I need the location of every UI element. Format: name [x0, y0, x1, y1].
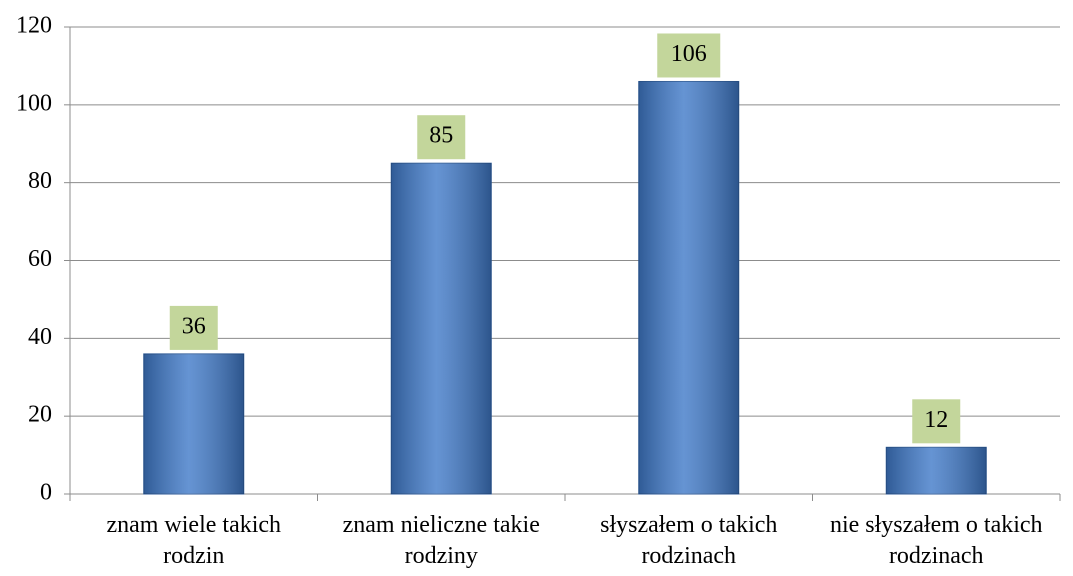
y-tick-label: 100 — [16, 90, 52, 116]
y-tick-label: 60 — [28, 246, 52, 272]
x-label-box: słyszałem o takich rodzinach — [600, 512, 778, 569]
value-label: 106 — [671, 41, 707, 67]
x-tick-label: znam nieliczne takie rodziny — [342, 512, 540, 569]
bar-shade — [638, 81, 739, 494]
value-label-box — [912, 399, 961, 444]
x-label-box: nie słyszałem o takich rodzinach — [829, 512, 1043, 569]
value-label-box — [169, 305, 218, 350]
x-label-box: znam wiele takich rodzin — [106, 512, 282, 569]
y-tick-label: 20 — [28, 402, 52, 428]
x-tick-label: słyszałem o takich rodzinach — [600, 512, 778, 569]
y-tick-label: 120 — [16, 13, 52, 39]
bar-shade — [143, 353, 244, 494]
y-tick-label: 80 — [28, 168, 52, 194]
value-label: 85 — [429, 123, 453, 149]
x-tick-label: nie słyszałem o takich rodzinach — [829, 512, 1043, 569]
value-label-box — [417, 115, 466, 160]
value-label-box — [657, 33, 721, 78]
y-tick-label: 0 — [40, 480, 52, 506]
value-label: 12 — [924, 407, 948, 433]
x-tick-label: znam wiele takich rodzin — [106, 512, 282, 569]
x-label-box: znam nieliczne takie rodziny — [342, 512, 540, 569]
y-tick-label: 40 — [28, 324, 52, 350]
bar-shade — [886, 447, 987, 494]
bar-shade — [391, 163, 492, 495]
value-label: 36 — [182, 313, 206, 339]
